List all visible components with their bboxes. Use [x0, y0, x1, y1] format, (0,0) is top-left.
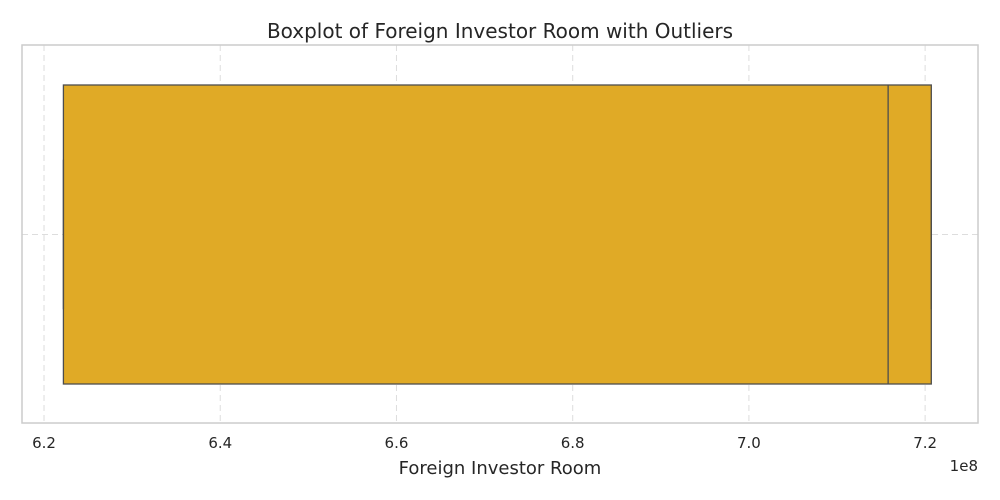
box-group [62, 84, 932, 385]
box-iqr [62, 84, 932, 385]
x-tick-label: 6.6 [385, 434, 409, 452]
x-tick-label: 6.8 [561, 434, 585, 452]
plot-frame [21, 44, 979, 424]
x-axis-label: Foreign Investor Room [399, 458, 602, 479]
x-tick-label: 7.2 [913, 434, 937, 452]
x-tick-labels: 6.2 6.4 6.6 6.8 7.0 7.2 [32, 434, 937, 452]
chart-title: Boxplot of Foreign Investor Room with Ou… [267, 19, 733, 43]
x-tick-label: 6.4 [208, 434, 232, 452]
x-tick-label: 6.2 [32, 434, 56, 452]
x-tick-label: 7.0 [737, 434, 761, 452]
x-axis-offset-label: 1e8 [950, 457, 978, 475]
